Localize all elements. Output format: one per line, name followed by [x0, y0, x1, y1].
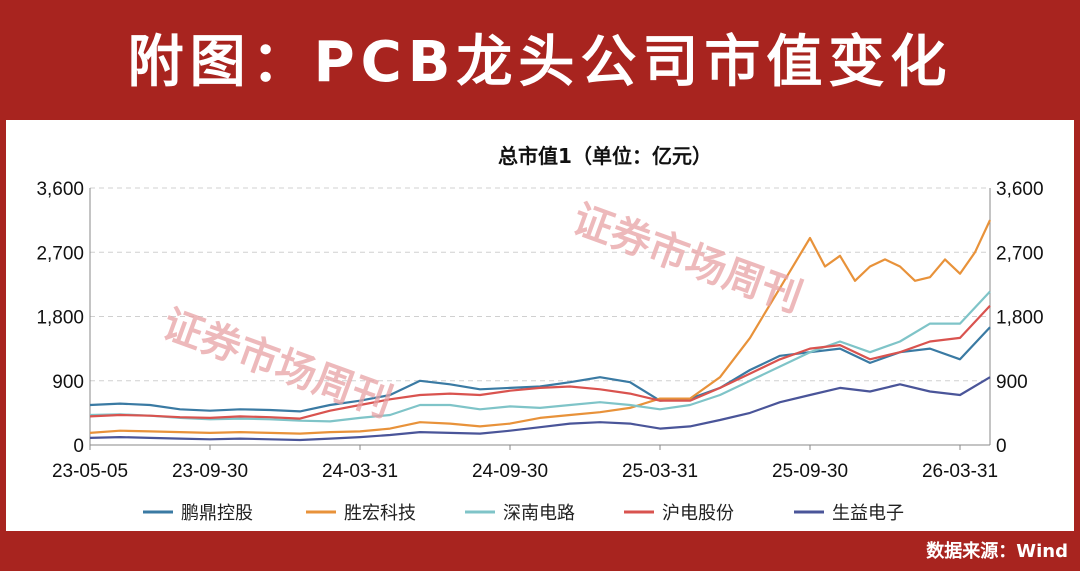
watermark-1: 证券市场周刊 [157, 300, 399, 426]
y-tick-label-right: 3,600 [996, 179, 1044, 200]
banner-title: 附图：PCB龙头公司市值变化 [127, 30, 953, 95]
legend-label-胜宏科技: 胜宏科技 [344, 503, 416, 524]
x-tick-label: 25-03-31 [622, 461, 698, 482]
series-line-鹏鼎控股 [89, 326, 991, 413]
data-source: 数据来源：Wind [926, 541, 1068, 562]
watermark-2: 证券市场周刊 [567, 195, 809, 321]
x-tick-label: 24-03-31 [322, 461, 398, 482]
x-tick-label: 25-09-30 [772, 461, 848, 482]
x-tick-label: 24-09-30 [472, 461, 548, 482]
footer-bar: 数据来源：Wind [0, 531, 1080, 571]
frame-left [0, 120, 6, 531]
chart-title: 总市值1（单位：亿元） [498, 144, 712, 168]
x-tick-label: 23-05-05 [52, 461, 128, 482]
series-lines [89, 219, 991, 442]
y-tick-label-right: 2,700 [996, 243, 1044, 264]
series-line-沪电股份 [89, 305, 991, 420]
y-tick-label-left: 1,800 [36, 308, 84, 329]
legend-label-鹏鼎控股: 鹏鼎控股 [181, 503, 253, 524]
legend-label-深南电路: 深南电路 [503, 503, 575, 524]
y-tick-label-right: 1,800 [996, 308, 1044, 329]
y-tick-label-left: 3,600 [36, 179, 84, 200]
y-tick-label-right: 900 [996, 372, 1028, 393]
x-tick-label: 26-03-31 [922, 461, 998, 482]
x-tick-label: 23-09-30 [172, 461, 248, 482]
y-tick-label-left: 2,700 [36, 243, 84, 264]
y-tick-label-right: 0 [996, 436, 1007, 457]
y-tick-label-left: 900 [52, 372, 84, 393]
series-line-胜宏科技 [89, 219, 991, 435]
grid [90, 187, 990, 382]
legend-label-生益电子: 生益电子 [832, 503, 904, 524]
frame-right [1074, 120, 1080, 531]
y-tick-label-left: 0 [73, 436, 84, 457]
legend-label-沪电股份: 沪电股份 [662, 503, 734, 524]
series-line-生益电子 [89, 376, 991, 442]
axes: 0 0 900 900 1,800 1,800 2,700 2,700 3,600 3,600 23… [36, 179, 1043, 482]
series-line-深南电路 [89, 290, 991, 423]
title-banner: 附图：PCB龙头公司市值变化 [0, 0, 1080, 120]
market-cap-line-chart: 0 0 900 900 1,800 1,800 2,700 2,700 3,600 3,600 23… [36, 144, 1043, 524]
legend: 鹏鼎控股 胜宏科技 深南电路 沪电股份 生益电子 [143, 503, 904, 524]
